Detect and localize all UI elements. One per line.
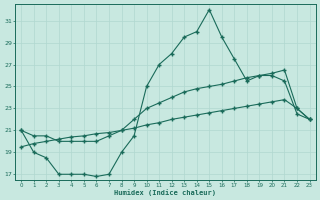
X-axis label: Humidex (Indice chaleur): Humidex (Indice chaleur) bbox=[114, 189, 216, 196]
